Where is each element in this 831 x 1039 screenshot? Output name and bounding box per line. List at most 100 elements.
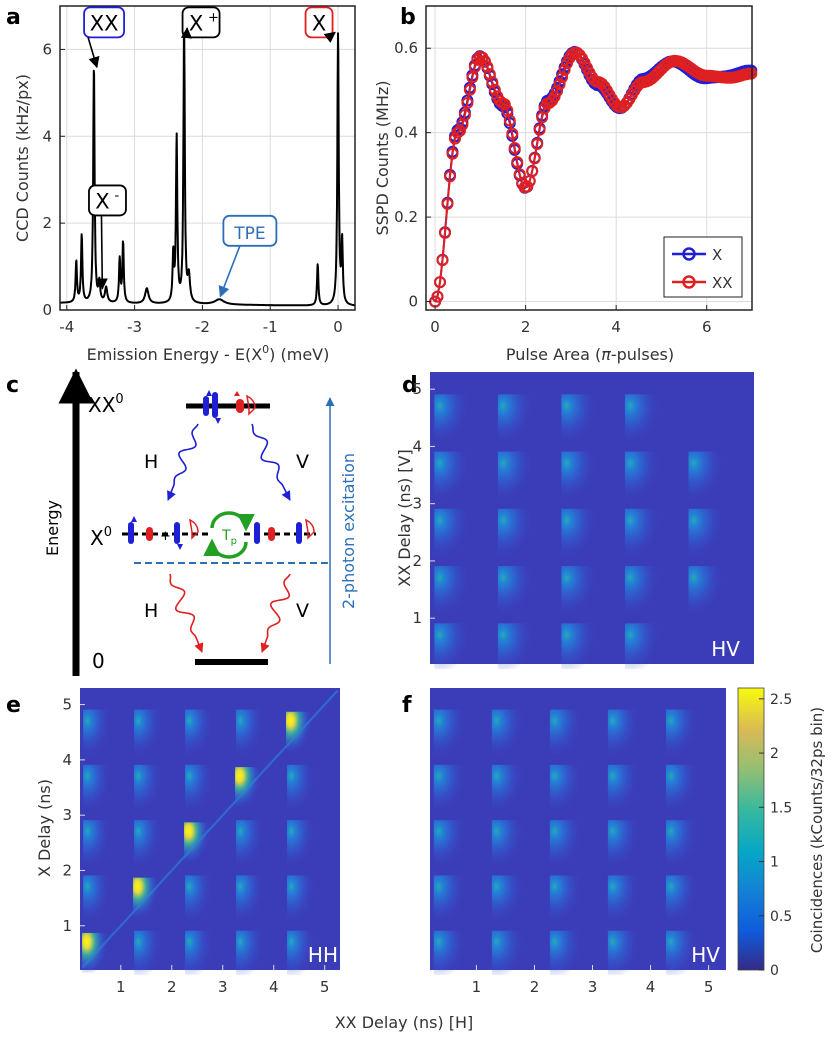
series-xx-point (481, 60, 494, 73)
heatmap-xtick-label: 3 (588, 978, 598, 996)
x-state-4 (296, 518, 315, 544)
heatmap-ytick-label: 5 (412, 380, 422, 398)
heatmap-peak (497, 566, 533, 612)
heatmap-xtick-label: 2 (530, 978, 540, 996)
series-xx-point (488, 83, 501, 96)
heatmap-peak (549, 709, 582, 754)
heatmap-peak (688, 508, 724, 555)
heatmap-peak (83, 820, 112, 865)
heatmap-peak (665, 709, 698, 754)
series-xx-point (526, 165, 539, 178)
heatmap-ytick-label: 1 (412, 609, 422, 627)
heatmap-peak (624, 566, 660, 612)
panel-e-heatmap: 1 2 3 4 5 1 2 3 4 5 HH X Delay (ns) (35, 688, 340, 996)
level-xx-main: XX (88, 393, 116, 417)
heatmap-xtick-label: 5 (320, 978, 330, 996)
panel-b-rabi: 0 2 4 6 0 0.2 0.4 0.6 SSPD Counts (MHz) Pulse A… (373, 5, 758, 364)
level-xx-sup: 0 (115, 392, 123, 407)
panel-letter-d: d (402, 373, 418, 398)
series-xx-point (506, 127, 519, 140)
heatmap-ytick-label: 1 (62, 917, 72, 935)
heatmap-xtick-label: 5 (704, 978, 714, 996)
panel-letter-a: a (6, 5, 21, 30)
heatmap-peak (549, 820, 582, 865)
heatmap-peak (549, 930, 582, 975)
heatmap-peak (688, 566, 724, 612)
heatmap-xtick-label: 2 (167, 978, 177, 996)
series-xx-point (503, 114, 516, 127)
panel-f-heatmap: 1 2 3 4 5 HV (430, 688, 726, 996)
heatmap-peak (561, 508, 597, 555)
heatmap-peak (665, 820, 698, 865)
level-x-label: X0 (90, 525, 112, 550)
heatmap-xtick-label: 1 (472, 978, 482, 996)
energy-axis-label: Energy (43, 500, 62, 556)
series-xx-point (454, 124, 466, 137)
heatmap-peak (83, 709, 112, 754)
heatmap-ytick-label: 2 (412, 552, 422, 570)
annotation-label-sup: + (208, 10, 219, 25)
colorbar-tick-label: 1 (770, 855, 779, 871)
heatmap-xtick-label: 4 (646, 978, 656, 996)
heatmap-peak (185, 764, 214, 810)
colorbar-label: Coincidences (kCounts/32ps bin) (808, 707, 826, 953)
heatmap-peak (433, 930, 466, 975)
panel-e-spots (81, 690, 339, 975)
panel-letter-c: c (6, 373, 19, 398)
heatmap-peak (287, 820, 316, 865)
panel-e-ylabel: X Delay (ns) (35, 779, 54, 877)
annotation-arrow (87, 37, 100, 69)
heatmap-peak (665, 875, 698, 920)
panel-e-ticks: 1 2 3 4 5 1 2 3 4 5 (62, 696, 329, 996)
annotation-box (222, 214, 278, 247)
colorbar: 0 0.5 1 1.5 2 2.5 Coincidences (kCounts/32ps … (737, 687, 826, 979)
heatmap-peak (624, 451, 660, 498)
series-xx-point (556, 71, 569, 84)
heatmap-peak (185, 930, 214, 975)
panel-b-xtick-label: 0 (430, 318, 440, 336)
legend-label-x: X (712, 246, 722, 264)
x-photon-h-label: H (144, 600, 158, 622)
heatmap-xtick-label: 4 (269, 978, 279, 996)
annotation-arrow (96, 215, 108, 290)
x-plus-sign: + (160, 529, 171, 544)
series-xx-point (558, 63, 571, 76)
panel-b-points (429, 45, 758, 308)
annotation-arrow (218, 245, 241, 298)
heatmap-peak (236, 930, 265, 975)
heatmap-peak (287, 875, 316, 920)
panel-b-ytick-label: 0.2 (394, 208, 418, 226)
series-xx-point (528, 152, 541, 165)
xx-photon-h-label: H (144, 451, 158, 473)
series-xx-point (431, 290, 444, 303)
series-xx-point (508, 142, 521, 154)
annotation-label: TPE (233, 224, 265, 244)
panel-d-inset-label: HV (711, 637, 740, 661)
series-xx-point (553, 78, 566, 91)
heatmap-peak (561, 451, 597, 498)
heatmap-ytick-label: 3 (62, 806, 72, 824)
xx-spin-red (234, 391, 256, 416)
panel-letter-b: b (400, 5, 416, 30)
panel-b-ticks: 0 2 4 6 0 0.2 0.4 0.6 (394, 39, 711, 336)
panel-a-xtick-label: -2 (195, 318, 210, 336)
colorbar-tick-label: 2 (770, 746, 779, 762)
precession-cycle: Tp (203, 511, 255, 559)
panel-b-xlabel-pi: π (601, 345, 611, 364)
panel-b-ytick-label: 0 (408, 293, 418, 311)
series-xx-point (548, 90, 561, 103)
annotation-label: X (95, 189, 109, 213)
heatmap-ytick-label: 2 (62, 861, 72, 879)
heatmap-peak (497, 508, 533, 555)
heatmap-peak (287, 930, 316, 975)
panel-letter-f: f (402, 693, 412, 718)
heatmap-peak (665, 930, 698, 975)
annotation-label-sup: - (114, 188, 119, 203)
x-state-1 (128, 516, 153, 544)
legend-box (663, 236, 743, 298)
heatmap-peak (433, 764, 466, 810)
heatmap-peak (561, 394, 597, 441)
heatmap-xtick-label: 3 (218, 978, 228, 996)
panel-d-spots (434, 394, 724, 670)
heatmap-peak (434, 566, 470, 612)
